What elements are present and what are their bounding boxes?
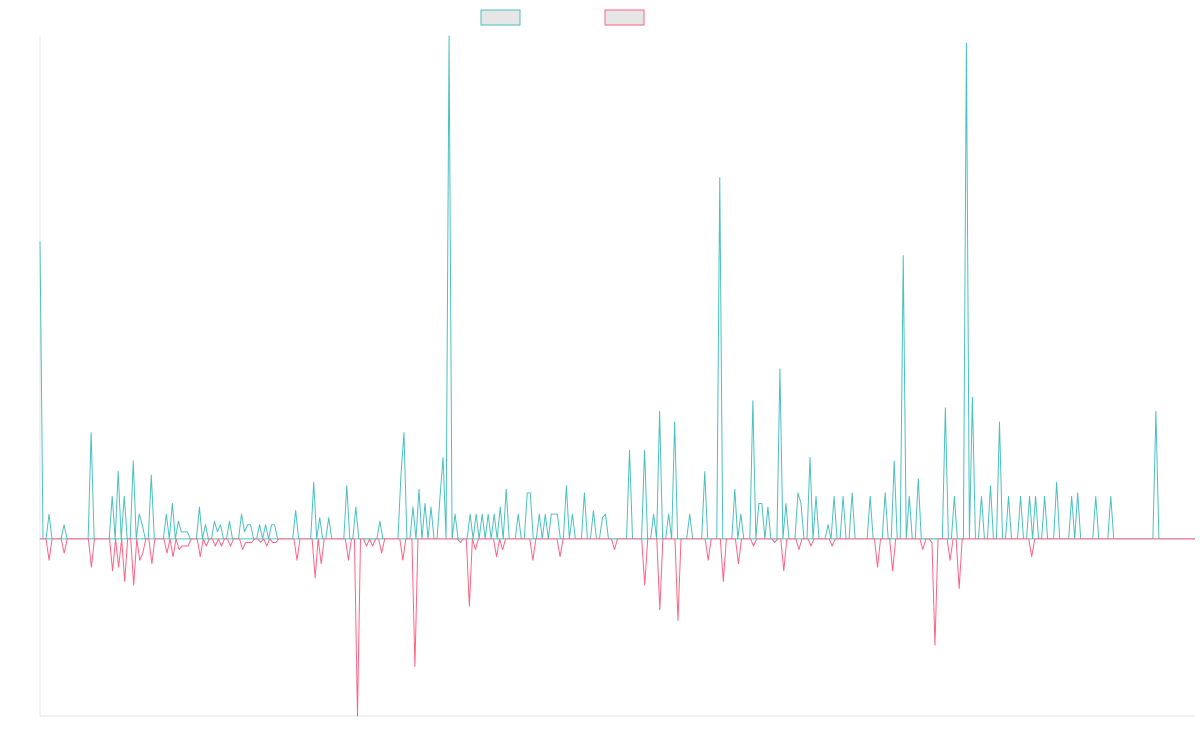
legend-swatch-series-2[interactable] [604, 9, 645, 26]
series-layer [39, 35, 1195, 717]
legend-swatch-series-1[interactable] [480, 9, 521, 26]
series-line-1 [39, 35, 1195, 540]
series-line-2 [40, 538, 1195, 717]
